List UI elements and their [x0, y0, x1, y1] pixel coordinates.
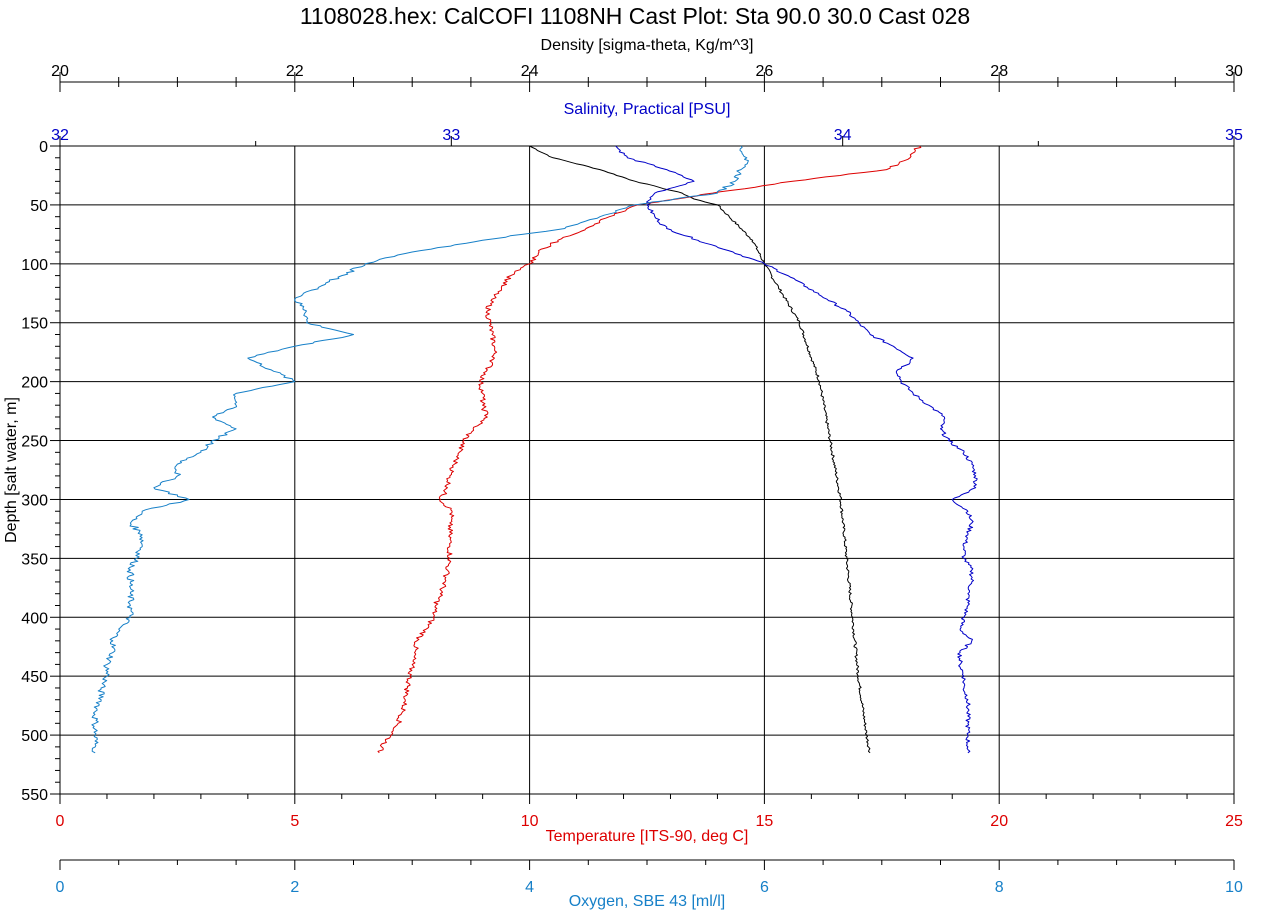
oxygen-tick-label: 0 [56, 879, 65, 896]
depth-tick-label: 550 [21, 787, 48, 804]
depth-tick-label: 300 [21, 492, 48, 509]
density-tick-label: 24 [521, 63, 539, 80]
depth-tick-label: 200 [21, 375, 48, 392]
salinity-axis-title: Salinity, Practical [PSU] [564, 101, 731, 118]
oxygen-profile-line [91, 145, 749, 754]
temperature-axis-title: Temperature [ITS-90, deg C] [546, 828, 749, 845]
oxygen-tick-label: 2 [290, 879, 299, 896]
oxygen-axis-title: Oxygen, SBE 43 [ml/l] [569, 893, 726, 910]
temperature-tick-label: 25 [1225, 813, 1243, 830]
temperature-profile-line [377, 145, 922, 754]
depth-tick-label: 500 [21, 728, 48, 745]
depth-tick-label: 350 [21, 551, 48, 568]
oxygen-tick-label: 6 [760, 879, 769, 896]
density-tick-label: 20 [51, 63, 69, 80]
salinity-tick-label: 33 [442, 127, 460, 144]
density-axis-title: Density [sigma-theta, Kg/m^3] [541, 37, 754, 54]
depth-tick-label: 50 [30, 198, 48, 215]
salinity-tick-label: 35 [1225, 127, 1243, 144]
temperature-tick-label: 10 [521, 813, 539, 830]
temperature-tick-label: 15 [756, 813, 774, 830]
density-tick-label: 30 [1225, 63, 1243, 80]
oxygen-tick-label: 8 [995, 879, 1004, 896]
depth-tick-label: 100 [21, 257, 48, 274]
depth-tick-label: 400 [21, 610, 48, 627]
depth-tick-label: 250 [21, 434, 48, 451]
temperature-tick-label: 0 [56, 813, 65, 830]
oxygen-tick-label: 10 [1225, 879, 1243, 896]
oxygen-tick-label: 4 [525, 879, 534, 896]
data-series [91, 145, 978, 754]
chart-title: 1108028.hex: CalCOFI 1108NH Cast Plot: S… [300, 3, 970, 29]
salinity-tick-label: 32 [51, 127, 69, 144]
salinity-profile-line [615, 145, 978, 754]
salinity-tick-label: 34 [834, 127, 852, 144]
depth-tick-label: 150 [21, 316, 48, 333]
grid [59, 145, 1235, 795]
depth-tick-label: 0 [39, 139, 48, 156]
depth-tick-label: 450 [21, 669, 48, 686]
density-tick-label: 28 [990, 63, 1008, 80]
depth-axis-title: Depth [salt water, m] [3, 397, 20, 543]
temperature-tick-label: 20 [990, 813, 1008, 830]
density-profile-line [529, 145, 871, 754]
density-tick-label: 22 [286, 63, 304, 80]
density-tick-label: 26 [756, 63, 774, 80]
temperature-tick-label: 5 [290, 813, 299, 830]
